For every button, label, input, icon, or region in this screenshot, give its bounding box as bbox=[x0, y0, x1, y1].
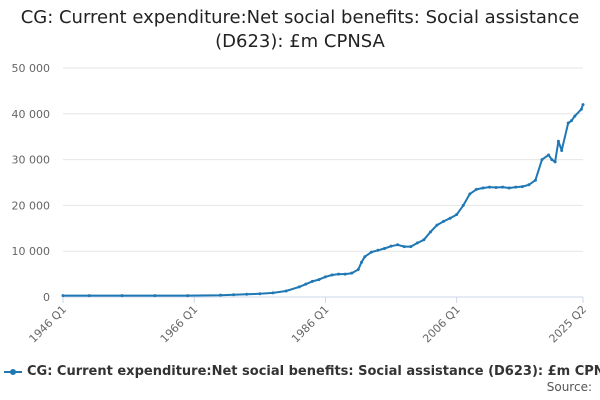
y-tick-label: 40 000 bbox=[12, 108, 51, 121]
data-point bbox=[304, 282, 308, 286]
data-point bbox=[468, 192, 472, 196]
data-point bbox=[487, 185, 491, 189]
series-layer bbox=[61, 103, 585, 298]
legend-label: CG: Current expenditure:Net social benef… bbox=[27, 364, 600, 379]
data-point bbox=[87, 294, 91, 298]
y-tick-label: 10 000 bbox=[12, 245, 51, 258]
data-point bbox=[520, 185, 524, 189]
data-point bbox=[218, 293, 222, 297]
data-point bbox=[350, 271, 354, 275]
data-point bbox=[383, 246, 387, 250]
data-point bbox=[560, 148, 564, 152]
data-point bbox=[310, 279, 314, 283]
data-point bbox=[61, 294, 65, 298]
data-point bbox=[570, 119, 574, 123]
data-point bbox=[415, 241, 419, 245]
data-point bbox=[337, 272, 341, 276]
y-tick-label: 0 bbox=[43, 291, 50, 304]
gridlines bbox=[63, 67, 583, 298]
data-point bbox=[455, 213, 459, 217]
data-point bbox=[556, 139, 560, 143]
data-point bbox=[409, 245, 413, 249]
data-point bbox=[232, 293, 236, 297]
data-point bbox=[507, 186, 511, 190]
data-point bbox=[442, 219, 446, 223]
data-point bbox=[540, 158, 544, 162]
y-tick-label: 20 000 bbox=[12, 199, 51, 212]
data-point bbox=[317, 278, 321, 282]
data-point bbox=[550, 158, 554, 162]
data-point bbox=[245, 292, 249, 296]
source-label: Source: bbox=[546, 380, 592, 394]
data-point bbox=[527, 183, 531, 187]
y-tick-label: 30 000 bbox=[12, 154, 51, 167]
data-point bbox=[579, 107, 583, 111]
data-point bbox=[481, 186, 485, 190]
x-tick-label: 1966 Q1 bbox=[158, 303, 201, 346]
data-point bbox=[360, 260, 364, 264]
axes: 0 10 000 20 000 30 000 40 000 50 000 1946 Q1 19… bbox=[12, 62, 590, 345]
data-point bbox=[501, 185, 505, 189]
data-point bbox=[284, 289, 288, 293]
data-point bbox=[396, 243, 400, 247]
legend-marker-icon bbox=[4, 368, 22, 375]
data-point bbox=[514, 185, 518, 189]
data-point bbox=[356, 268, 360, 272]
data-point bbox=[369, 250, 373, 254]
data-point bbox=[258, 292, 262, 296]
data-point bbox=[271, 291, 275, 295]
data-point bbox=[547, 153, 551, 157]
data-point bbox=[120, 294, 124, 298]
data-point bbox=[435, 223, 439, 227]
data-point bbox=[474, 187, 478, 191]
data-point bbox=[153, 294, 157, 298]
data-point bbox=[573, 114, 577, 118]
data-point bbox=[297, 285, 301, 289]
data-point bbox=[186, 294, 190, 298]
data-point bbox=[376, 248, 380, 252]
x-tick-label: 1946 Q1 bbox=[27, 303, 70, 346]
data-point bbox=[402, 245, 406, 249]
series-line bbox=[63, 104, 584, 297]
data-point bbox=[363, 255, 367, 259]
data-point bbox=[323, 275, 327, 279]
legend[interactable]: CG: Current expenditure:Net social benef… bbox=[4, 364, 600, 379]
data-point bbox=[422, 238, 426, 242]
data-point bbox=[553, 160, 557, 164]
chart-title: CG: Current expenditure:Net social benef… bbox=[20, 7, 580, 52]
data-point bbox=[581, 103, 585, 107]
data-point bbox=[461, 203, 465, 207]
data-point bbox=[494, 186, 498, 190]
x-tick-label: 2025 Q2 bbox=[547, 303, 590, 346]
data-point bbox=[343, 272, 347, 276]
data-point bbox=[389, 244, 393, 248]
data-point bbox=[330, 273, 334, 277]
data-point bbox=[428, 230, 432, 234]
x-tick-label: 2006 Q1 bbox=[420, 303, 463, 346]
data-point bbox=[448, 216, 452, 220]
data-point bbox=[566, 121, 570, 125]
x-tick-label: 1986 Q1 bbox=[289, 303, 332, 346]
data-point bbox=[533, 178, 537, 182]
y-tick-label: 50 000 bbox=[12, 62, 51, 75]
